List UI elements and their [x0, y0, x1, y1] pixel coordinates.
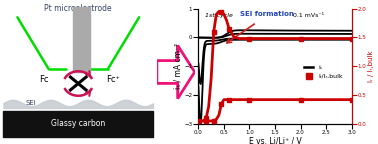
X-axis label: E vs. Li/Li⁺ / V: E vs. Li/Li⁺ / V	[249, 137, 301, 144]
Text: 1st cycle: 1st cycle	[204, 13, 232, 18]
Text: Glassy carbon: Glassy carbon	[51, 119, 105, 128]
Bar	[73, 7, 90, 72]
Text: 0.1 mVs⁻¹: 0.1 mVs⁻¹	[293, 13, 324, 18]
Polygon shape	[157, 45, 195, 99]
Text: SEI: SEI	[26, 100, 37, 106]
Y-axis label: iₛ / mA cm⁻²: iₛ / mA cm⁻²	[174, 43, 183, 89]
Text: Pt microelectrode: Pt microelectrode	[45, 4, 112, 13]
Bar	[3, 111, 153, 137]
Text: Fc⁺: Fc⁺	[106, 75, 120, 84]
Y-axis label: Iᵣ / Iᵣ,bulk: Iᵣ / Iᵣ,bulk	[368, 50, 374, 82]
Text: SEI formation: SEI formation	[240, 11, 294, 17]
Legend: iₛ, Iᵣ/Iᵣ,bulk: iₛ, Iᵣ/Iᵣ,bulk	[301, 62, 345, 82]
Text: Fc: Fc	[39, 75, 48, 84]
